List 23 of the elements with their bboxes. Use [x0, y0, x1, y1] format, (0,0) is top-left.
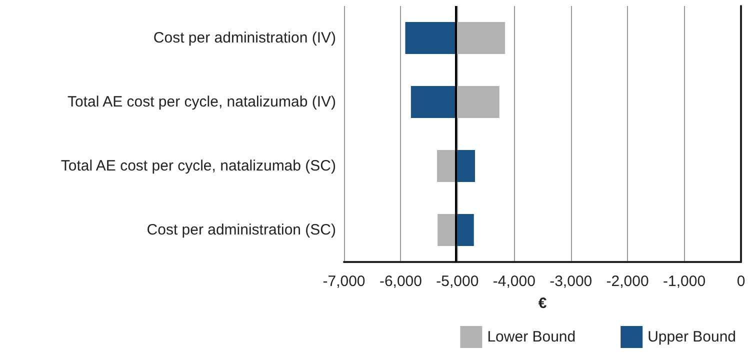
- bar: [410, 86, 456, 118]
- x-tick-label: -4,000: [492, 273, 536, 290]
- y-tick-label: Cost per administration (IV): [153, 30, 336, 46]
- bar: [456, 86, 500, 118]
- x-axis-title: €: [538, 295, 548, 312]
- y-tick-label: Total AE cost per cycle, natalizumab (SC): [60, 158, 336, 174]
- x-tick-label: 0: [736, 273, 746, 290]
- x-tick-label: -7,000: [322, 273, 366, 290]
- bar: [438, 214, 456, 246]
- bar: [456, 150, 476, 182]
- legend-label: Upper Bound: [648, 328, 736, 346]
- x-tick-label: -6,000: [379, 273, 422, 290]
- bar: [456, 22, 506, 54]
- y-tick-label: Cost per administration (SC): [146, 222, 336, 238]
- legend-label: Lower Bound: [487, 328, 576, 346]
- bar: [405, 22, 456, 54]
- y-tick-label: Total AE cost per cycle, natalizumab (IV): [68, 94, 336, 110]
- x-tick-label: -3,000: [550, 273, 592, 290]
- x-tick-label: -1,000: [663, 273, 706, 290]
- bar: [437, 150, 456, 182]
- bar: [456, 214, 474, 246]
- x-tick-label: -5,000: [436, 273, 479, 290]
- x-tick-label: -2,000: [606, 273, 649, 290]
